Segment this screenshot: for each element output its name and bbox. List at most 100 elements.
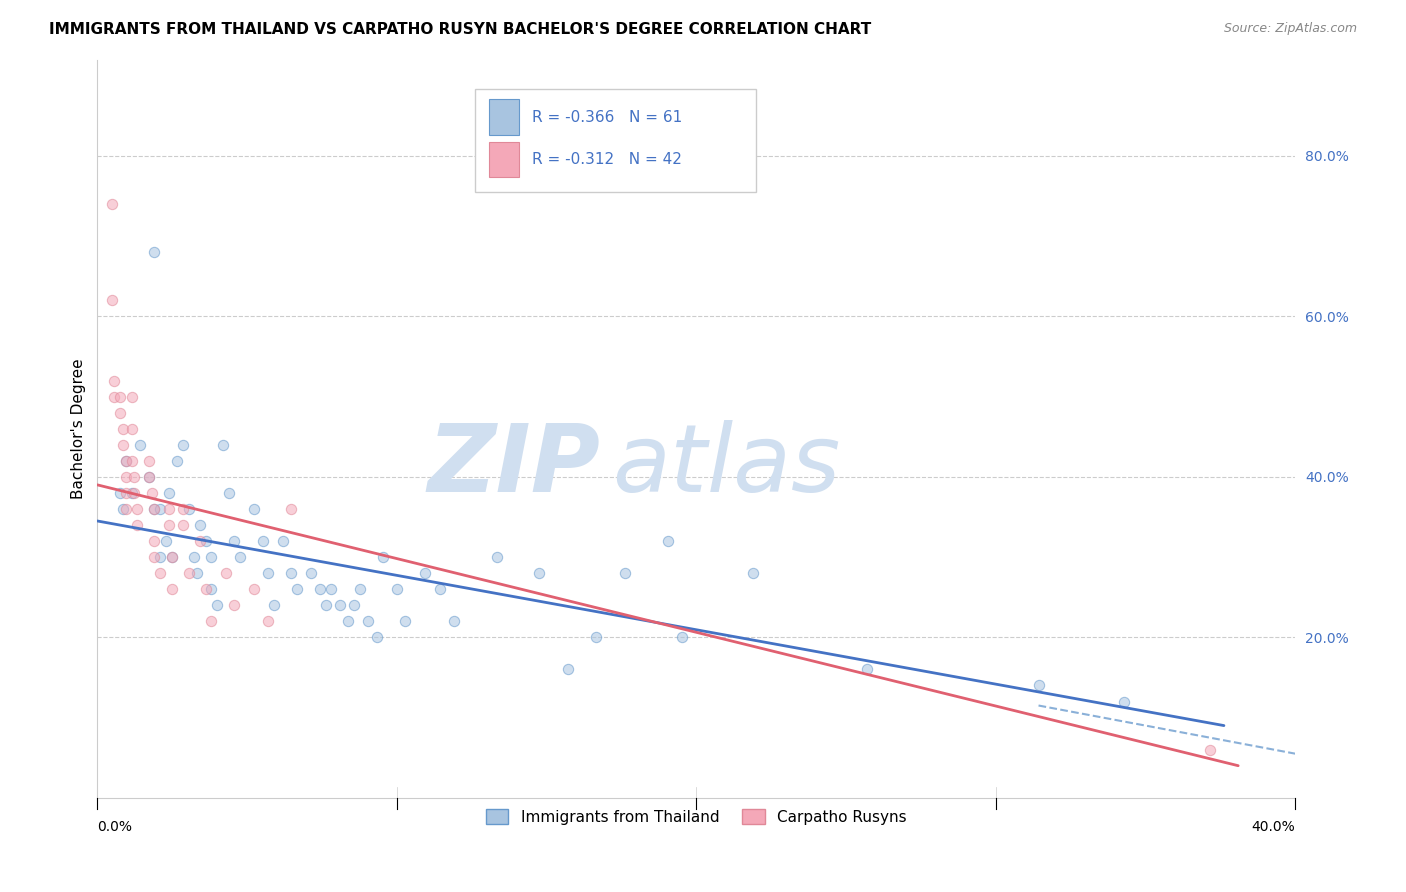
Point <box>160 582 183 597</box>
Point <box>218 486 240 500</box>
Point <box>243 582 266 597</box>
Point <box>280 566 302 581</box>
Point <box>1028 678 1050 692</box>
Point <box>129 438 152 452</box>
FancyBboxPatch shape <box>489 100 519 135</box>
Point <box>172 438 194 452</box>
FancyBboxPatch shape <box>489 142 519 177</box>
Point <box>111 422 134 436</box>
Point <box>149 550 172 565</box>
Point <box>357 614 380 628</box>
Point <box>194 534 217 549</box>
Point <box>229 550 252 565</box>
Point <box>557 662 579 676</box>
Point <box>127 518 149 533</box>
Point <box>485 550 508 565</box>
Point <box>149 502 172 516</box>
Point <box>143 534 166 549</box>
Point <box>429 582 451 597</box>
Point <box>343 599 366 613</box>
Point <box>115 502 138 516</box>
Point <box>143 245 166 260</box>
Point <box>200 550 222 565</box>
Text: atlas: atlas <box>613 420 841 511</box>
Point <box>415 566 437 581</box>
Point <box>183 550 205 565</box>
Point <box>157 502 180 516</box>
Point <box>103 390 125 404</box>
Point <box>141 486 163 500</box>
Point <box>166 454 188 468</box>
Point <box>257 566 280 581</box>
Point <box>149 566 172 581</box>
Point <box>157 486 180 500</box>
Point <box>657 534 679 549</box>
Point <box>188 534 211 549</box>
Point <box>271 534 294 549</box>
Text: R = -0.312   N = 42: R = -0.312 N = 42 <box>533 152 682 167</box>
Point <box>224 599 246 613</box>
Point <box>138 470 160 484</box>
Point <box>143 502 166 516</box>
Point <box>138 454 160 468</box>
Point <box>200 582 222 597</box>
Point <box>529 566 551 581</box>
Point <box>186 566 208 581</box>
Point <box>252 534 274 549</box>
Point <box>143 502 166 516</box>
Point <box>100 197 122 211</box>
Point <box>349 582 371 597</box>
Text: 0.0%: 0.0% <box>97 820 132 834</box>
Point <box>111 438 134 452</box>
Point <box>121 422 143 436</box>
Point <box>280 502 302 516</box>
Point <box>614 566 637 581</box>
Point <box>243 502 266 516</box>
Point <box>585 630 607 644</box>
Point <box>224 534 246 549</box>
Text: 40.0%: 40.0% <box>1251 820 1295 834</box>
Point <box>115 454 138 468</box>
Point <box>671 630 693 644</box>
Point <box>285 582 308 597</box>
Point <box>127 502 149 516</box>
Point <box>315 599 337 613</box>
Point <box>200 614 222 628</box>
Point <box>394 614 416 628</box>
Point <box>856 662 879 676</box>
Point <box>172 518 194 533</box>
Point <box>177 566 200 581</box>
Point <box>155 534 177 549</box>
Point <box>194 582 217 597</box>
Point <box>257 614 280 628</box>
Point <box>177 502 200 516</box>
Point <box>1114 694 1136 708</box>
Point <box>443 614 465 628</box>
Point <box>371 550 394 565</box>
Point <box>329 599 352 613</box>
Text: R = -0.366   N = 61: R = -0.366 N = 61 <box>533 110 682 125</box>
Point <box>160 550 183 565</box>
Point <box>108 390 131 404</box>
Point <box>124 470 146 484</box>
Text: ZIP: ZIP <box>427 419 600 512</box>
FancyBboxPatch shape <box>475 89 756 193</box>
Point <box>100 293 122 308</box>
Point <box>138 470 160 484</box>
Point <box>366 630 388 644</box>
Point <box>263 599 285 613</box>
Point <box>143 550 166 565</box>
Legend: Immigrants from Thailand, Carpatho Rusyns: Immigrants from Thailand, Carpatho Rusyn… <box>479 803 912 830</box>
Point <box>115 470 138 484</box>
Point <box>121 390 143 404</box>
Point <box>160 550 183 565</box>
Point <box>121 454 143 468</box>
Point <box>121 486 143 500</box>
Point <box>108 486 131 500</box>
Point <box>385 582 408 597</box>
Point <box>742 566 765 581</box>
Point <box>115 486 138 500</box>
Text: IMMIGRANTS FROM THAILAND VS CARPATHO RUSYN BACHELOR'S DEGREE CORRELATION CHART: IMMIGRANTS FROM THAILAND VS CARPATHO RUS… <box>49 22 872 37</box>
Point <box>205 599 228 613</box>
Point <box>111 502 134 516</box>
